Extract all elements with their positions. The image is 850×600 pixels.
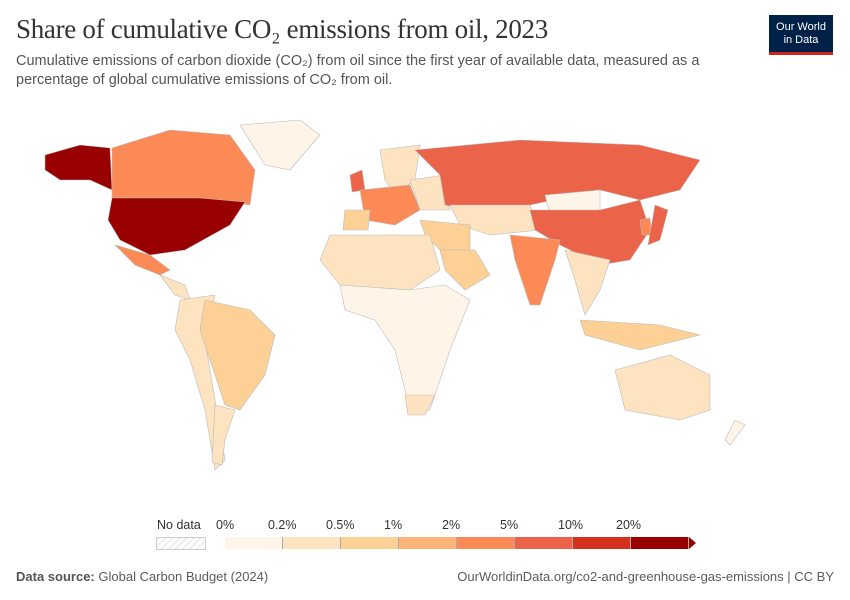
logo-line: in Data (783, 33, 819, 46)
country-southeast-asia[interactable] (564, 249, 611, 316)
legend-bin[interactable] (225, 537, 283, 549)
source-text: Global Carbon Budget (2024) (98, 569, 269, 584)
legend-tick: 20% (616, 518, 642, 532)
legend-bin[interactable] (341, 537, 399, 549)
legend-bin[interactable] (515, 537, 573, 549)
legend-no-data-label: No data (157, 518, 201, 532)
legend-tick: 0.5% (326, 518, 355, 532)
legend-bin[interactable] (283, 537, 341, 549)
country-north-africa[interactable] (319, 234, 441, 291)
country-china[interactable] (529, 199, 651, 266)
country-africa[interactable] (339, 284, 471, 411)
legend-tick: 10% (558, 518, 584, 532)
country-iberia[interactable] (342, 209, 371, 231)
legend-tick: 0% (216, 518, 235, 532)
data-source: Data source: Global Carbon Budget (2024) (16, 569, 268, 584)
country-mexico[interactable] (113, 244, 171, 276)
legend-tick: 2% (442, 518, 461, 532)
legend-tick: 1% (384, 518, 403, 532)
country-usa[interactable] (107, 197, 246, 256)
country-russia[interactable] (414, 139, 701, 211)
source-label: Data source: (16, 569, 95, 584)
legend-arrow (689, 537, 696, 549)
logo-line: Our World (776, 20, 826, 33)
country-japan[interactable] (647, 204, 669, 246)
country-indonesia[interactable] (579, 319, 701, 351)
country-argentina[interactable] (211, 404, 236, 466)
legend-bin[interactable] (399, 537, 457, 549)
country-new-zealand[interactable] (724, 419, 746, 446)
country-brazil[interactable] (199, 299, 276, 411)
owid-logo[interactable]: Our World in Data (769, 15, 833, 55)
legend-bin[interactable] (573, 537, 631, 549)
country-uk[interactable] (349, 169, 366, 193)
source-url[interactable]: OurWorldinData.org/co2-and-greenhouse-ga… (457, 569, 834, 584)
chart-title: Share of cumulative CO₂ emissions from o… (16, 14, 548, 44)
country-australia[interactable] (614, 354, 711, 421)
country-east-europe[interactable] (409, 174, 451, 211)
country-canada[interactable] (111, 129, 256, 206)
country-central-asia[interactable] (449, 204, 541, 236)
legend-tick: 0.2% (268, 518, 297, 532)
country-alaska[interactable] (44, 144, 113, 191)
chart-subtitle: Cumulative emissions of carbon dioxide (… (16, 53, 700, 88)
country-india[interactable] (509, 234, 561, 306)
country-central-america[interactable] (159, 274, 191, 301)
world-map[interactable] (0, 110, 850, 510)
legend-bin[interactable] (631, 537, 689, 549)
legend-tick: 5% (500, 518, 519, 532)
country-south-africa[interactable] (404, 394, 436, 416)
country-greenland[interactable] (239, 119, 321, 171)
legend-no-data-swatch (156, 537, 206, 550)
country-saudi[interactable] (439, 249, 491, 291)
legend-bin[interactable] (457, 537, 515, 549)
legend-color-bar (225, 537, 696, 549)
